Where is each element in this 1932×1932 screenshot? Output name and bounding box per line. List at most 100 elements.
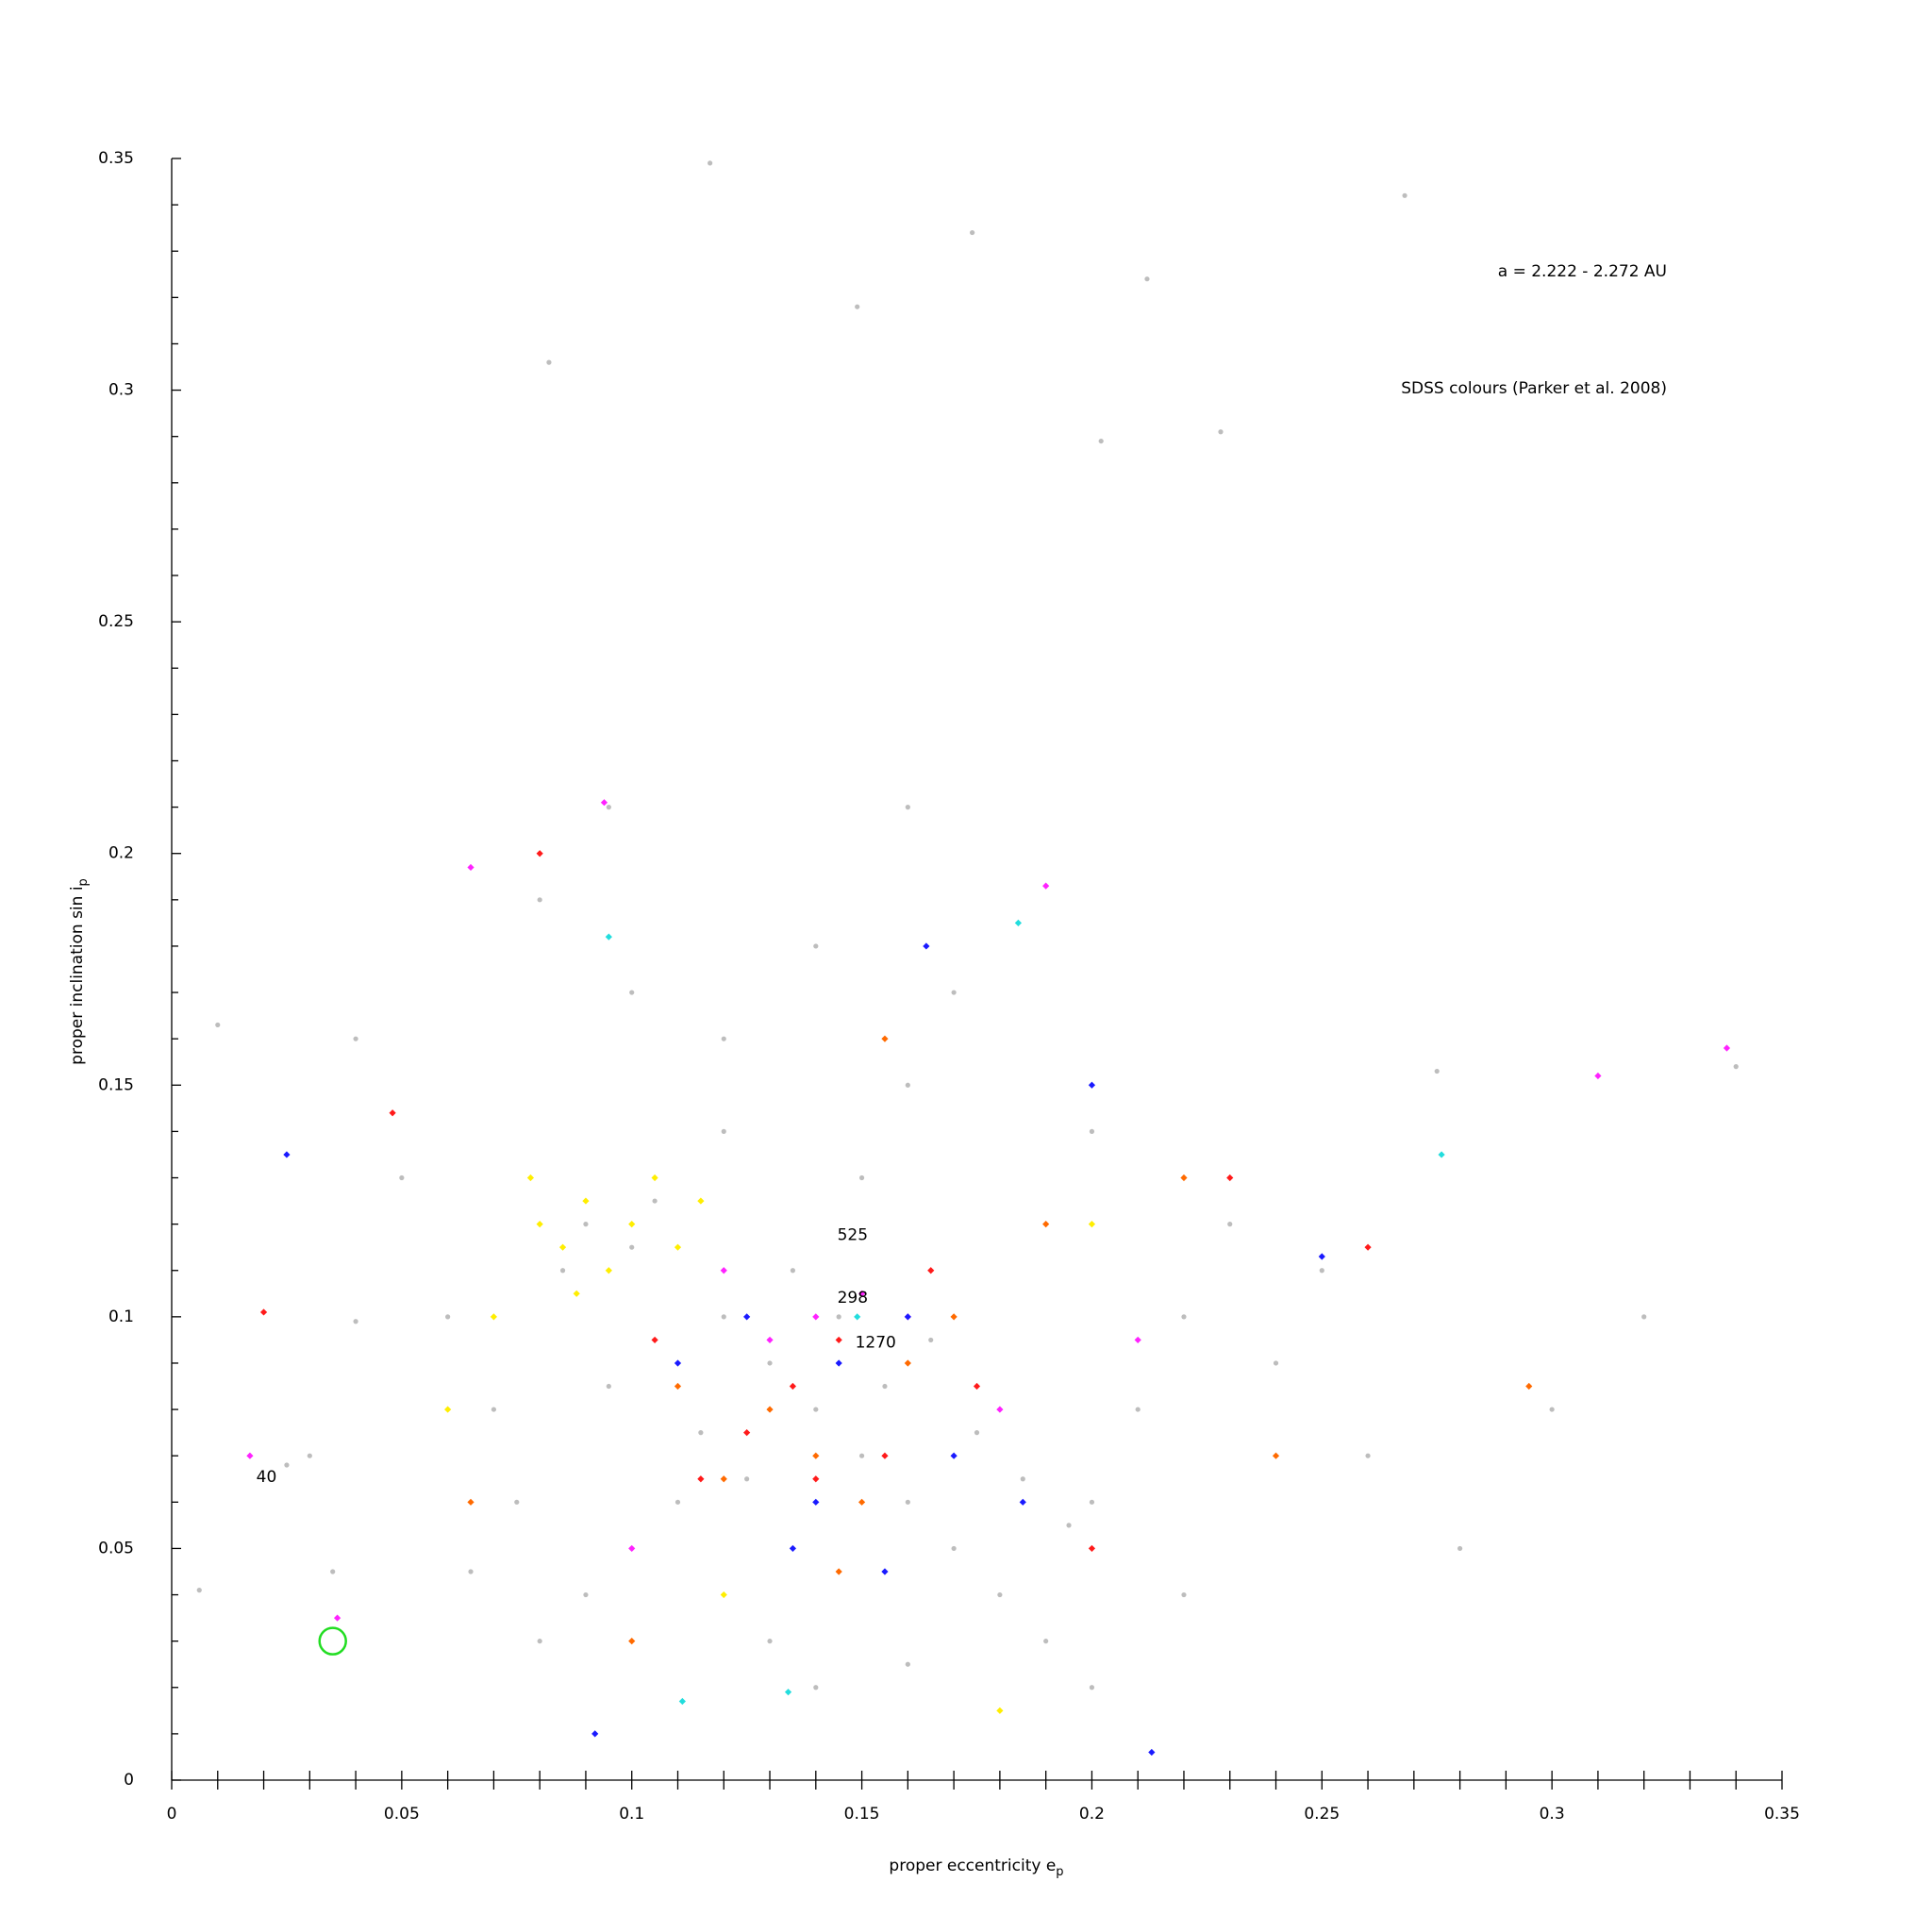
point	[927, 1267, 935, 1274]
point	[490, 1313, 497, 1321]
point	[1733, 1064, 1739, 1070]
x-axis-label-subscript: p	[1056, 1865, 1063, 1879]
y-tick-label: 0.15	[98, 1075, 134, 1094]
point	[854, 1313, 861, 1321]
y-tick-label: 0.1	[108, 1307, 134, 1326]
point	[835, 1568, 842, 1575]
x-tick-label: 0.35	[1764, 1805, 1800, 1824]
x-tick-label: 0.1	[619, 1805, 644, 1824]
point	[784, 1689, 792, 1696]
point	[674, 1382, 682, 1391]
point	[629, 1244, 635, 1250]
point	[1089, 1499, 1095, 1505]
point	[1365, 1453, 1371, 1458]
point	[790, 1268, 796, 1274]
point	[284, 1462, 290, 1468]
point	[1088, 1544, 1096, 1553]
y-axis-label-subscript: p	[76, 878, 91, 886]
point	[835, 1336, 842, 1344]
point	[1457, 1545, 1463, 1552]
point	[546, 359, 552, 365]
point	[905, 1661, 910, 1667]
point	[583, 1591, 589, 1598]
point	[675, 1499, 681, 1505]
point	[536, 1221, 543, 1228]
point	[904, 1359, 911, 1367]
family-label: 1270	[856, 1333, 896, 1352]
point	[1148, 1748, 1156, 1757]
point	[582, 1197, 590, 1205]
point	[1089, 1128, 1095, 1134]
point	[467, 1498, 475, 1506]
point	[1434, 1068, 1440, 1074]
point	[652, 1198, 658, 1204]
point	[708, 160, 713, 166]
point	[330, 1569, 336, 1574]
family-label: 525	[838, 1225, 868, 1244]
point	[1181, 1314, 1187, 1320]
point	[881, 1035, 889, 1042]
point	[246, 1452, 254, 1459]
x-tick-label: 0.25	[1304, 1805, 1340, 1824]
x-tick-label: 0.3	[1540, 1805, 1565, 1824]
point	[996, 1406, 1004, 1413]
point	[1226, 1174, 1234, 1182]
point	[399, 1174, 405, 1181]
point	[1218, 429, 1224, 435]
point	[904, 1313, 911, 1321]
point	[1043, 1639, 1049, 1644]
point	[467, 863, 475, 872]
point	[1438, 1151, 1445, 1158]
point	[1273, 1360, 1279, 1366]
point	[951, 990, 957, 995]
y-axis-label-text: proper inclination sin i	[68, 886, 87, 1064]
y-tick-label: 0.3	[108, 381, 134, 400]
point	[813, 943, 819, 949]
y-tick-label: 0.25	[98, 612, 134, 631]
point	[973, 1382, 981, 1391]
point	[743, 1429, 751, 1437]
point	[858, 1498, 866, 1506]
point	[970, 229, 975, 236]
family-label: 40	[257, 1468, 277, 1487]
point	[905, 805, 910, 810]
point	[881, 1568, 889, 1575]
y-axis-label: proper inclination sin ip	[68, 878, 91, 1065]
point	[591, 1730, 599, 1738]
point	[628, 1544, 636, 1553]
point	[583, 1222, 589, 1227]
point	[721, 1036, 726, 1041]
point	[928, 1337, 934, 1343]
point	[720, 1591, 727, 1599]
point	[905, 1082, 910, 1088]
point	[721, 1128, 726, 1134]
source-note: SDSS colours (Parker et al. 2008)	[1401, 379, 1667, 398]
point	[812, 1475, 820, 1483]
point	[678, 1697, 686, 1706]
x-tick-label: 0.2	[1079, 1805, 1105, 1824]
point	[600, 799, 608, 807]
point	[333, 1614, 341, 1622]
point	[444, 1406, 452, 1413]
point	[858, 1174, 865, 1181]
point	[1014, 919, 1022, 926]
point	[1144, 276, 1150, 282]
point	[605, 1267, 612, 1274]
point	[835, 1359, 842, 1367]
point	[812, 1313, 820, 1321]
point	[628, 1221, 636, 1228]
point	[605, 933, 612, 941]
point	[606, 805, 611, 810]
point	[1594, 1072, 1602, 1080]
y-tick-label: 0.35	[98, 149, 134, 168]
point	[1089, 1685, 1095, 1690]
point	[1020, 1476, 1025, 1482]
point	[858, 1290, 866, 1297]
point	[628, 1638, 636, 1645]
point	[445, 1314, 451, 1320]
point	[353, 1319, 358, 1324]
point	[1402, 192, 1407, 198]
x-tick-label: 0.15	[844, 1805, 880, 1824]
point	[813, 1685, 819, 1690]
